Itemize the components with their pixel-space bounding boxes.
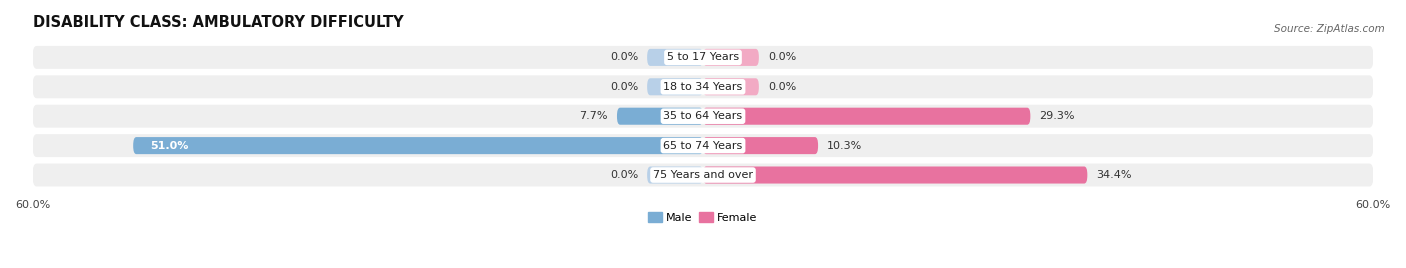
Text: 29.3%: 29.3% (1039, 111, 1074, 121)
FancyBboxPatch shape (32, 134, 1374, 157)
Text: 5 to 17 Years: 5 to 17 Years (666, 52, 740, 62)
FancyBboxPatch shape (703, 166, 1087, 184)
FancyBboxPatch shape (32, 163, 1374, 187)
FancyBboxPatch shape (647, 49, 703, 66)
Text: 10.3%: 10.3% (827, 141, 862, 151)
FancyBboxPatch shape (617, 108, 703, 125)
Text: 0.0%: 0.0% (610, 82, 638, 92)
Text: DISABILITY CLASS: AMBULATORY DIFFICULTY: DISABILITY CLASS: AMBULATORY DIFFICULTY (32, 15, 404, 30)
FancyBboxPatch shape (703, 108, 1031, 125)
Text: 0.0%: 0.0% (768, 52, 796, 62)
Text: 35 to 64 Years: 35 to 64 Years (664, 111, 742, 121)
Text: 0.0%: 0.0% (610, 170, 638, 180)
Text: 65 to 74 Years: 65 to 74 Years (664, 141, 742, 151)
Text: 7.7%: 7.7% (579, 111, 607, 121)
FancyBboxPatch shape (32, 105, 1374, 128)
Text: 0.0%: 0.0% (610, 52, 638, 62)
FancyBboxPatch shape (647, 166, 703, 184)
Text: 51.0%: 51.0% (150, 141, 188, 151)
FancyBboxPatch shape (703, 137, 818, 154)
FancyBboxPatch shape (32, 46, 1374, 69)
FancyBboxPatch shape (703, 49, 759, 66)
Legend: Male, Female: Male, Female (644, 207, 762, 227)
FancyBboxPatch shape (134, 137, 703, 154)
Text: 75 Years and over: 75 Years and over (652, 170, 754, 180)
Text: 0.0%: 0.0% (768, 82, 796, 92)
FancyBboxPatch shape (703, 78, 759, 95)
FancyBboxPatch shape (32, 75, 1374, 98)
Text: 18 to 34 Years: 18 to 34 Years (664, 82, 742, 92)
Text: Source: ZipAtlas.com: Source: ZipAtlas.com (1274, 24, 1385, 34)
Text: 34.4%: 34.4% (1097, 170, 1132, 180)
FancyBboxPatch shape (647, 78, 703, 95)
